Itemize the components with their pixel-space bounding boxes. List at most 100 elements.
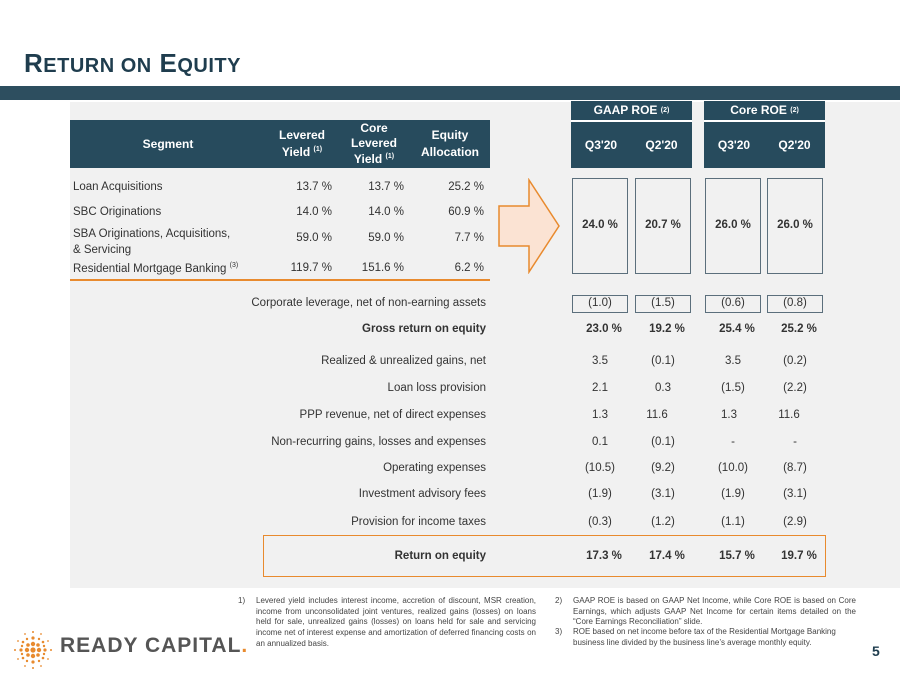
header-segment: Segment [70,120,266,168]
row-value: 3.5 [725,355,741,367]
header-levered-yield: Levered Yield (1) [266,120,338,168]
row-value: (8.7) [783,462,807,474]
footnote-number: 3) [555,627,563,636]
row-value: 17.4 % [649,550,685,562]
row-value: (1.5) [651,297,675,309]
segment-roe-box-core-q3 [705,178,761,274]
row-value: - [731,436,735,448]
row-value: 19.7 % [781,550,817,562]
segment-roe-box-gaap-q3 [572,178,628,274]
segment-underline [70,279,490,281]
row-value: 3.5 [592,355,608,367]
segment-lev-loan-acquisitions: 13.7 % [296,181,332,193]
leverage-box-core-q3 [705,295,761,313]
row-label: Gross return on equity [362,323,486,335]
header-equity-allocation: Equity Allocation [410,120,490,168]
row-value: (10.5) [584,462,616,474]
row-value: (0.8) [783,297,807,309]
segment-roe-gaap-q3: 24.0 % [582,219,618,231]
segment-lev-sba-originations: 59.0 % [296,232,332,244]
segment-core-loan-acquisitions: 13.7 % [368,181,404,193]
row-value: 23.0 % [586,323,622,335]
segment-lev-sbc-originations: 14.0 % [296,206,332,218]
row-value: 0.1 [592,436,608,448]
footnote-text: GAAP ROE is based on GAAP Net Income, wh… [573,596,856,627]
segment-roe-gaap-q2: 20.7 % [645,219,681,231]
row-label: Return on equity [394,550,486,562]
leverage-box-gaap-q3 [572,295,628,313]
row-label: Loan loss provision [387,382,486,394]
header-core-levered-yield: Core Levered Yield (1) [338,120,410,168]
segment-eq-sbc-originations: 60.9 % [448,206,484,218]
row-value: (1.1) [721,516,745,528]
content-panel [70,102,900,588]
row-value: 19.2 % [649,323,685,335]
header-gaap-q3: Q3'20 [571,120,631,168]
row-value: (1.9) [721,488,745,500]
header-core-q2: Q2'20 [764,120,825,168]
ready-capital-logo-text: READY CAPITAL. [60,634,249,657]
segment-name-sbc-originations: SBC Originations [73,206,162,218]
segment-lev-residential-mortgage: 119.7 % [290,262,332,274]
row-value: 11.6 [646,409,668,421]
row-value: (9.2) [651,462,675,474]
leverage-box-core-q2 [767,295,823,313]
page-title: RETURN ON EQUITY [24,48,241,78]
row-value: 1.3 [721,409,737,421]
segment-roe-box-gaap-q2 [635,178,691,274]
ready-capital-logo-icon [14,631,52,669]
return-on-equity-highlight [263,535,826,577]
leverage-box-gaap-q2 [635,295,691,313]
row-value: (1.0) [588,297,612,309]
row-value: (10.0) [717,462,749,474]
row-value: - [793,436,797,448]
row-value: 15.7 % [719,550,755,562]
row-value: (0.1) [651,355,675,367]
row-label: Operating expenses [383,462,486,474]
segment-roe-core-q2: 26.0 % [777,219,813,231]
segment-roe-box-core-q2 [767,178,823,274]
footnote-number: 1) [238,596,246,605]
row-label: Non-recurring gains, losses and expenses [271,436,486,448]
row-label: Provision for income taxes [351,516,486,528]
title-band [0,86,900,100]
row-value: (0.1) [651,436,675,448]
row-value: 11.6 [778,409,800,421]
row-value: (0.3) [588,516,612,528]
segment-core-residential-mortgage: 151.6 % [361,262,404,274]
header-gaap-roe: GAAP ROE (2) [571,101,692,120]
segment-name-loan-acquisitions: Loan Acquisitions [73,181,163,193]
row-value: (1.9) [588,488,612,500]
row-value: (0.6) [721,297,745,309]
row-label: PPP revenue, net of direct expenses [299,409,486,421]
page-number: 5 [872,643,880,659]
row-value: (3.1) [651,488,675,500]
row-value: 0.3 [655,382,671,394]
row-value: (1.2) [651,516,675,528]
row-value: 1.3 [592,409,608,421]
segment-eq-loan-acquisitions: 25.2 % [448,181,484,193]
row-label: Corporate leverage, net of non-earning a… [251,297,486,309]
row-value: (0.2) [783,355,807,367]
row-value: (1.5) [721,382,745,394]
segment-eq-residential-mortgage: 6.2 % [454,262,484,274]
row-label: Investment advisory fees [358,488,486,500]
header-gaap-q2: Q2'20 [631,120,692,168]
arrow-right-icon [498,178,560,274]
segment-roe-core-q3: 26.0 % [715,219,751,231]
row-label: Realized & unrealized gains, net [321,355,486,367]
row-value: 25.4 % [719,323,755,335]
row-value: 25.2 % [781,323,817,335]
row-value: 2.1 [592,382,608,394]
segment-eq-sba-originations: 7.7 % [454,232,484,244]
row-value: (2.2) [783,382,807,394]
header-core-q3: Q3'20 [704,120,764,168]
segment-core-sba-originations: 59.0 % [368,232,404,244]
row-value: (2.9) [783,516,807,528]
segment-core-sbc-originations: 14.0 % [368,206,404,218]
header-core-roe: Core ROE (2) [704,101,825,120]
footnote-number: 2) [555,596,563,605]
footnote-text: Levered yield includes interest income, … [256,596,536,648]
segment-name-residential-mortgage: Residential Mortgage Banking (3) [73,262,239,275]
row-value: (3.1) [783,488,807,500]
